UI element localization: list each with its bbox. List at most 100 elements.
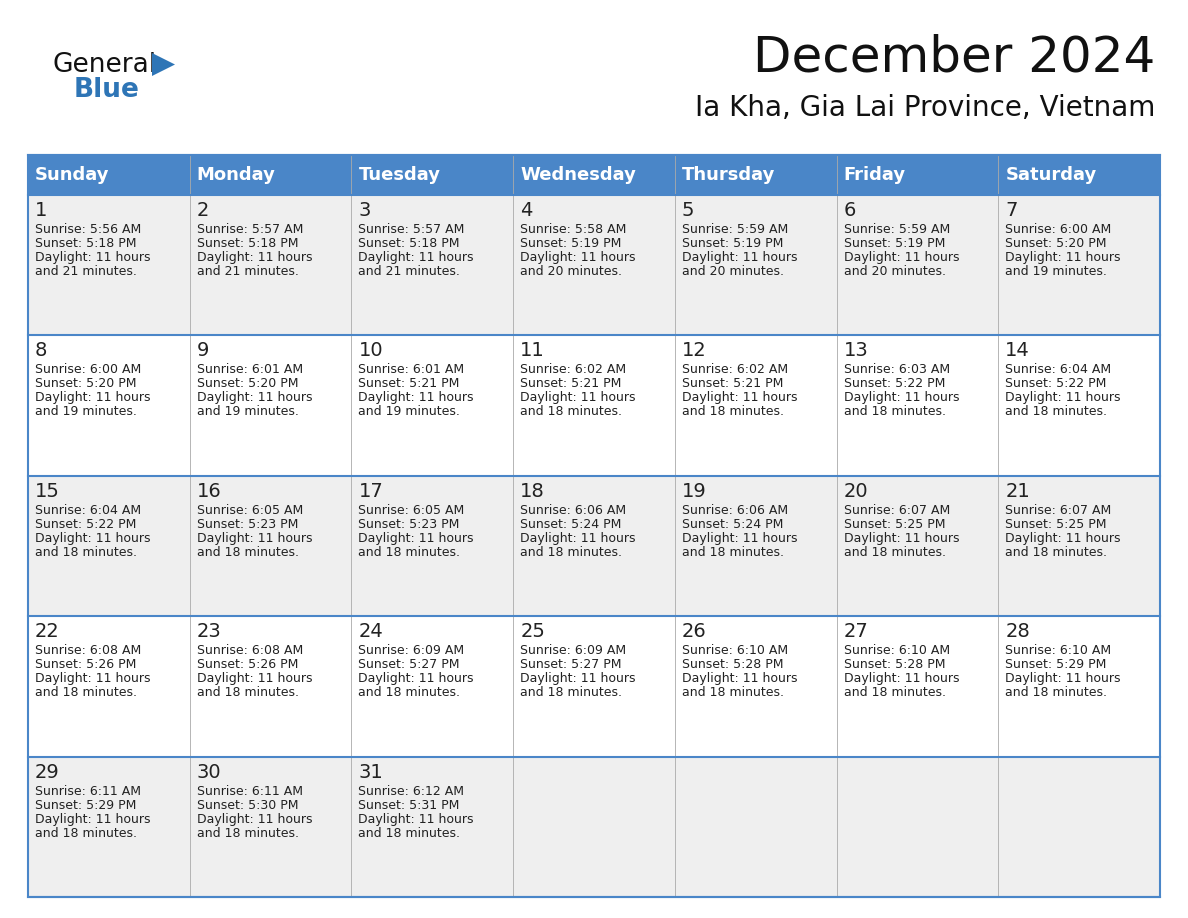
Text: 23: 23 bbox=[197, 622, 221, 641]
Text: and 18 minutes.: and 18 minutes. bbox=[34, 546, 137, 559]
Text: and 18 minutes.: and 18 minutes. bbox=[682, 686, 784, 700]
Text: Sunset: 5:18 PM: Sunset: 5:18 PM bbox=[359, 237, 460, 250]
Text: Tuesday: Tuesday bbox=[359, 166, 441, 184]
Bar bbox=[190, 155, 352, 195]
Text: 21: 21 bbox=[1005, 482, 1030, 501]
Bar bbox=[190, 335, 352, 476]
Text: 2: 2 bbox=[197, 201, 209, 220]
Text: Sunset: 5:29 PM: Sunset: 5:29 PM bbox=[34, 799, 137, 812]
Bar bbox=[190, 756, 352, 897]
Text: Sunrise: 6:10 AM: Sunrise: 6:10 AM bbox=[843, 644, 949, 657]
Bar bbox=[29, 335, 190, 476]
Text: 27: 27 bbox=[843, 622, 868, 641]
Text: and 21 minutes.: and 21 minutes. bbox=[197, 265, 298, 278]
Bar bbox=[352, 616, 513, 756]
Text: Thursday: Thursday bbox=[682, 166, 776, 184]
Bar bbox=[352, 476, 513, 616]
Text: 16: 16 bbox=[197, 482, 221, 501]
Text: Sunset: 5:28 PM: Sunset: 5:28 PM bbox=[843, 658, 946, 671]
Text: and 20 minutes.: and 20 minutes. bbox=[520, 265, 623, 278]
Text: 4: 4 bbox=[520, 201, 532, 220]
Text: Daylight: 11 hours: Daylight: 11 hours bbox=[34, 812, 151, 825]
Text: and 18 minutes.: and 18 minutes. bbox=[682, 406, 784, 419]
Text: Sunrise: 5:59 AM: Sunrise: 5:59 AM bbox=[843, 223, 950, 236]
Text: and 18 minutes.: and 18 minutes. bbox=[843, 406, 946, 419]
Text: and 18 minutes.: and 18 minutes. bbox=[520, 546, 623, 559]
Text: 24: 24 bbox=[359, 622, 384, 641]
Bar bbox=[29, 155, 1159, 897]
Text: Sunset: 5:19 PM: Sunset: 5:19 PM bbox=[520, 237, 621, 250]
Text: Sunrise: 5:59 AM: Sunrise: 5:59 AM bbox=[682, 223, 788, 236]
Bar bbox=[352, 335, 513, 476]
Text: Sunset: 5:26 PM: Sunset: 5:26 PM bbox=[34, 658, 137, 671]
Text: Daylight: 11 hours: Daylight: 11 hours bbox=[197, 672, 312, 685]
Text: Sunset: 5:20 PM: Sunset: 5:20 PM bbox=[34, 377, 137, 390]
Text: Sunrise: 6:12 AM: Sunrise: 6:12 AM bbox=[359, 785, 465, 798]
Bar bbox=[29, 756, 190, 897]
Text: Sunrise: 6:03 AM: Sunrise: 6:03 AM bbox=[843, 364, 949, 376]
Text: and 21 minutes.: and 21 minutes. bbox=[359, 265, 460, 278]
Text: Sunrise: 6:02 AM: Sunrise: 6:02 AM bbox=[682, 364, 788, 376]
Text: 28: 28 bbox=[1005, 622, 1030, 641]
Text: Sunrise: 6:07 AM: Sunrise: 6:07 AM bbox=[1005, 504, 1112, 517]
Text: Sunset: 5:25 PM: Sunset: 5:25 PM bbox=[843, 518, 946, 531]
Text: Sunset: 5:22 PM: Sunset: 5:22 PM bbox=[843, 377, 944, 390]
Text: and 18 minutes.: and 18 minutes. bbox=[34, 826, 137, 840]
Text: Sunrise: 5:57 AM: Sunrise: 5:57 AM bbox=[359, 223, 465, 236]
Text: 20: 20 bbox=[843, 482, 868, 501]
Bar bbox=[675, 756, 836, 897]
Text: Daylight: 11 hours: Daylight: 11 hours bbox=[1005, 391, 1120, 405]
Text: Sunset: 5:22 PM: Sunset: 5:22 PM bbox=[1005, 377, 1107, 390]
Text: Daylight: 11 hours: Daylight: 11 hours bbox=[843, 532, 959, 544]
Text: Daylight: 11 hours: Daylight: 11 hours bbox=[34, 672, 151, 685]
Bar bbox=[352, 195, 513, 335]
Bar bbox=[513, 195, 675, 335]
Text: Sunrise: 6:08 AM: Sunrise: 6:08 AM bbox=[34, 644, 141, 657]
Bar bbox=[675, 155, 836, 195]
Text: 14: 14 bbox=[1005, 341, 1030, 361]
Text: Daylight: 11 hours: Daylight: 11 hours bbox=[682, 251, 797, 264]
Bar bbox=[513, 476, 675, 616]
Text: 3: 3 bbox=[359, 201, 371, 220]
Bar bbox=[836, 756, 998, 897]
Text: Daylight: 11 hours: Daylight: 11 hours bbox=[34, 391, 151, 405]
Text: Daylight: 11 hours: Daylight: 11 hours bbox=[520, 391, 636, 405]
Text: 18: 18 bbox=[520, 482, 545, 501]
Bar bbox=[352, 756, 513, 897]
Text: Daylight: 11 hours: Daylight: 11 hours bbox=[682, 672, 797, 685]
Text: and 19 minutes.: and 19 minutes. bbox=[359, 406, 460, 419]
Text: Sunrise: 6:10 AM: Sunrise: 6:10 AM bbox=[1005, 644, 1112, 657]
Text: 15: 15 bbox=[34, 482, 59, 501]
Text: Sunset: 5:21 PM: Sunset: 5:21 PM bbox=[520, 377, 621, 390]
Text: and 21 minutes.: and 21 minutes. bbox=[34, 265, 137, 278]
Text: Daylight: 11 hours: Daylight: 11 hours bbox=[359, 251, 474, 264]
Text: Daylight: 11 hours: Daylight: 11 hours bbox=[359, 812, 474, 825]
Bar bbox=[998, 335, 1159, 476]
Text: Sunset: 5:31 PM: Sunset: 5:31 PM bbox=[359, 799, 460, 812]
Text: Sunrise: 6:05 AM: Sunrise: 6:05 AM bbox=[197, 504, 303, 517]
Text: and 18 minutes.: and 18 minutes. bbox=[1005, 406, 1107, 419]
Bar bbox=[29, 155, 1159, 897]
Text: 5: 5 bbox=[682, 201, 694, 220]
Text: and 18 minutes.: and 18 minutes. bbox=[34, 686, 137, 700]
Bar bbox=[513, 616, 675, 756]
Text: and 20 minutes.: and 20 minutes. bbox=[843, 265, 946, 278]
Text: Sunset: 5:18 PM: Sunset: 5:18 PM bbox=[197, 237, 298, 250]
Text: Sunset: 5:26 PM: Sunset: 5:26 PM bbox=[197, 658, 298, 671]
Text: Sunrise: 6:06 AM: Sunrise: 6:06 AM bbox=[520, 504, 626, 517]
Text: Sunset: 5:25 PM: Sunset: 5:25 PM bbox=[1005, 518, 1107, 531]
Text: Daylight: 11 hours: Daylight: 11 hours bbox=[197, 532, 312, 544]
Bar bbox=[998, 155, 1159, 195]
Text: Sunset: 5:21 PM: Sunset: 5:21 PM bbox=[359, 377, 460, 390]
Text: Daylight: 11 hours: Daylight: 11 hours bbox=[843, 251, 959, 264]
Text: Sunrise: 5:56 AM: Sunrise: 5:56 AM bbox=[34, 223, 141, 236]
Text: Sunset: 5:19 PM: Sunset: 5:19 PM bbox=[843, 237, 944, 250]
Text: Daylight: 11 hours: Daylight: 11 hours bbox=[359, 672, 474, 685]
Text: and 20 minutes.: and 20 minutes. bbox=[682, 265, 784, 278]
Text: Sunrise: 6:02 AM: Sunrise: 6:02 AM bbox=[520, 364, 626, 376]
Text: Sunset: 5:30 PM: Sunset: 5:30 PM bbox=[197, 799, 298, 812]
Text: Daylight: 11 hours: Daylight: 11 hours bbox=[1005, 251, 1120, 264]
Bar bbox=[513, 756, 675, 897]
Text: Monday: Monday bbox=[197, 166, 276, 184]
Bar bbox=[513, 335, 675, 476]
